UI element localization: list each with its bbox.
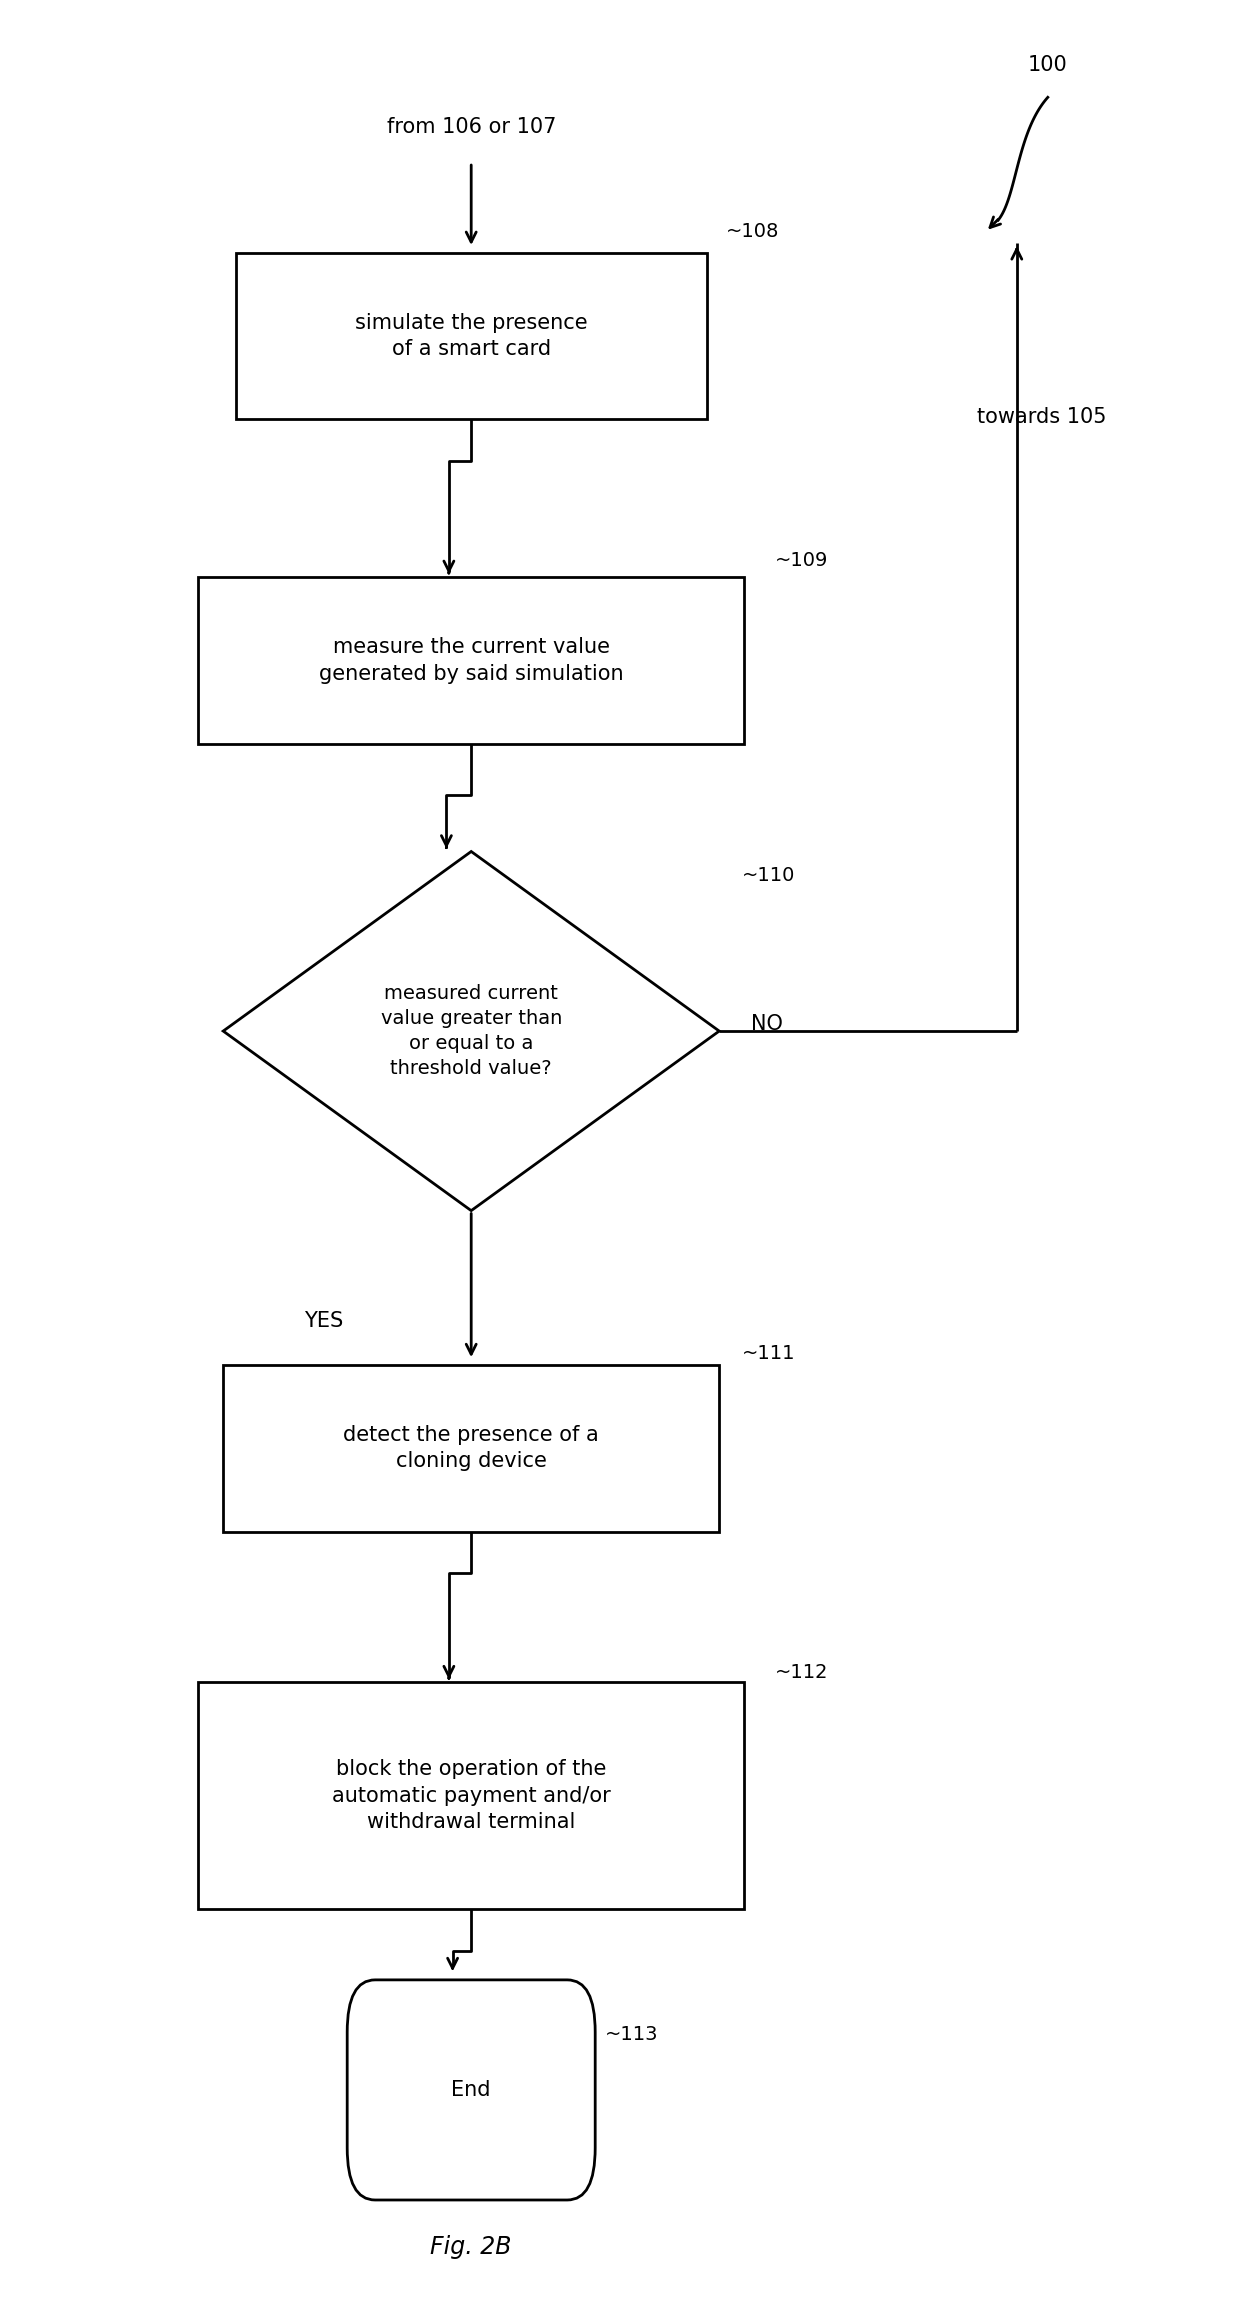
- Text: NO: NO: [751, 1015, 784, 1033]
- Text: ~111: ~111: [742, 1344, 795, 1362]
- Text: ~110: ~110: [742, 867, 795, 885]
- Text: ~109: ~109: [775, 551, 828, 570]
- Text: towards 105: towards 105: [977, 408, 1106, 426]
- Text: ~112: ~112: [775, 1664, 828, 1682]
- Text: measured current
value greater than
or equal to a
threshold value?: measured current value greater than or e…: [381, 985, 562, 1077]
- FancyBboxPatch shape: [223, 1365, 719, 1532]
- Text: Fig. 2B: Fig. 2B: [430, 2236, 512, 2259]
- Text: detect the presence of a
cloning device: detect the presence of a cloning device: [343, 1425, 599, 1471]
- Text: simulate the presence
of a smart card: simulate the presence of a smart card: [355, 313, 588, 359]
- Text: 100: 100: [1028, 56, 1068, 74]
- FancyBboxPatch shape: [236, 253, 707, 419]
- Text: block the operation of the
automatic payment and/or
withdrawal terminal: block the operation of the automatic pay…: [332, 1759, 610, 1833]
- FancyBboxPatch shape: [347, 1979, 595, 2201]
- Text: ~108: ~108: [725, 222, 779, 241]
- Text: ~113: ~113: [605, 2025, 658, 2044]
- Text: measure the current value
generated by said simulation: measure the current value generated by s…: [319, 637, 624, 684]
- FancyBboxPatch shape: [198, 577, 744, 744]
- Text: End: End: [451, 2081, 491, 2099]
- FancyBboxPatch shape: [198, 1682, 744, 1909]
- Text: YES: YES: [304, 1311, 343, 1330]
- Polygon shape: [223, 850, 719, 1209]
- Text: from 106 or 107: from 106 or 107: [387, 118, 556, 137]
